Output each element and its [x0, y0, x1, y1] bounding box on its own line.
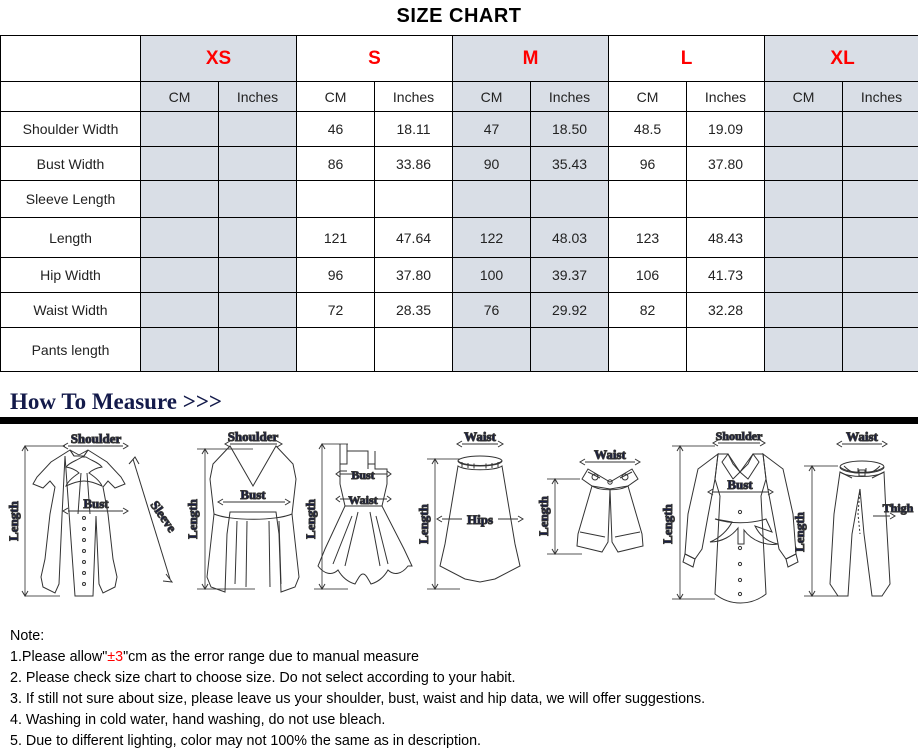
- svg-text:Length: Length: [792, 511, 807, 552]
- svg-text:Length: Length: [303, 498, 318, 539]
- svg-text:Sleeve: Sleeve: [148, 498, 180, 535]
- svg-text:Shoulder: Shoulder: [716, 429, 763, 443]
- svg-text:Waist: Waist: [846, 429, 878, 444]
- svg-text:Hips: Hips: [467, 512, 493, 527]
- svg-text:Shoulder: Shoulder: [71, 431, 122, 446]
- svg-text:Waist: Waist: [594, 447, 626, 462]
- svg-text:Thigh: Thigh: [883, 501, 914, 515]
- svg-text:Shoulder: Shoulder: [228, 429, 279, 444]
- svg-text:Bust: Bust: [351, 468, 374, 482]
- svg-text:Length: Length: [185, 498, 200, 539]
- svg-text:Length: Length: [6, 500, 21, 541]
- svg-text:Waist: Waist: [464, 429, 496, 444]
- svg-text:Length: Length: [416, 503, 431, 544]
- svg-text:Length: Length: [660, 503, 675, 544]
- svg-text:Length: Length: [536, 495, 551, 536]
- svg-text:Bust: Bust: [240, 487, 266, 502]
- svg-text:Waist: Waist: [348, 493, 377, 507]
- svg-text:Bust: Bust: [727, 477, 753, 492]
